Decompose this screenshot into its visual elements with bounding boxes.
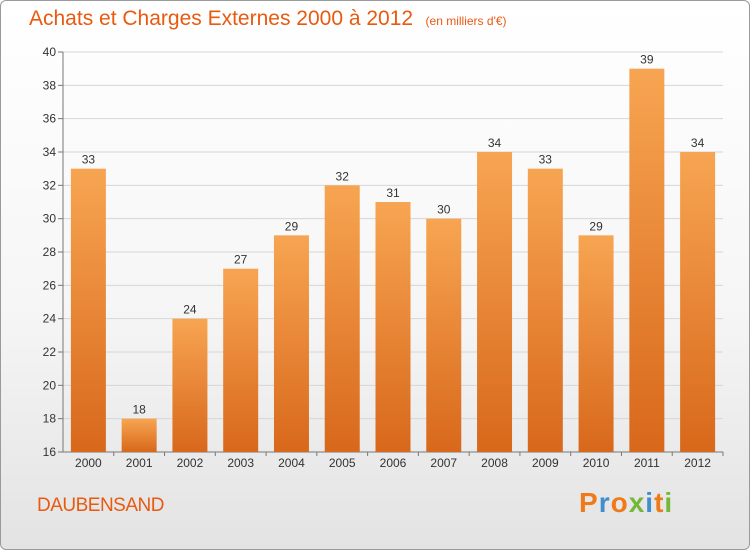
x-tick-label: 2006 xyxy=(380,456,407,470)
brand-letter: x xyxy=(628,487,646,518)
title-block: Achats et Charges Externes 2000 à 2012 (… xyxy=(29,7,507,31)
brand-letter: o xyxy=(610,487,629,518)
bars xyxy=(70,68,716,453)
bar xyxy=(477,152,513,452)
bar xyxy=(172,318,208,452)
y-tick-label: 34 xyxy=(43,145,57,159)
bar xyxy=(426,218,462,452)
data-label: 31 xyxy=(386,186,400,200)
data-label: 34 xyxy=(691,136,705,150)
y-tick-label: 32 xyxy=(43,178,57,192)
data-label: 29 xyxy=(285,219,299,233)
data-label: 27 xyxy=(234,253,248,267)
y-tick-label: 16 xyxy=(43,445,57,459)
bar xyxy=(578,235,614,452)
x-tick-label: 2010 xyxy=(583,456,610,470)
x-tick-label: 2000 xyxy=(75,456,102,470)
x-tick-label: 2003 xyxy=(227,456,254,470)
data-label: 29 xyxy=(589,219,603,233)
brand-letter: P xyxy=(579,487,599,518)
data-label: 33 xyxy=(539,153,553,167)
bar xyxy=(121,418,157,452)
brand-logo: Proxiti xyxy=(579,487,673,519)
bar xyxy=(680,152,716,452)
y-tick-label: 30 xyxy=(43,212,57,226)
y-tick-label: 38 xyxy=(43,78,57,92)
brand-letter: t xyxy=(654,487,665,518)
y-tick-label: 24 xyxy=(43,312,57,326)
y-tick-label: 26 xyxy=(43,278,57,292)
y-tick-label: 18 xyxy=(43,412,57,426)
y-tick-label: 28 xyxy=(43,245,57,259)
y-tick-label: 36 xyxy=(43,112,57,126)
x-tick-label: 2004 xyxy=(278,456,305,470)
bar xyxy=(324,185,360,453)
labels: 16 18 20 22 24 26 28 30 32 34 36 38 40 33 2000 18 2001 24… xyxy=(43,45,712,470)
data-label: 34 xyxy=(488,136,502,150)
bar xyxy=(527,168,563,452)
x-tick-label: 2008 xyxy=(481,456,508,470)
data-label: 24 xyxy=(183,303,197,317)
data-label: 39 xyxy=(640,53,654,67)
bar xyxy=(375,202,411,452)
brand-letter: r xyxy=(598,487,611,518)
x-tick-label: 2009 xyxy=(532,456,559,470)
y-tick-label: 20 xyxy=(43,378,57,392)
bar xyxy=(223,268,259,452)
chart-subtitle: (en milliers d'€) xyxy=(425,14,507,28)
commune-name: DAUBENSAND xyxy=(37,495,164,516)
data-label: 33 xyxy=(82,153,96,167)
bar xyxy=(70,168,106,452)
data-label: 30 xyxy=(437,203,451,217)
brand-letter: i xyxy=(645,487,655,518)
bar xyxy=(629,68,665,453)
data-label: 32 xyxy=(336,169,350,183)
x-tick-label: 2002 xyxy=(177,456,204,470)
data-label: 18 xyxy=(132,403,146,417)
y-tick-label: 22 xyxy=(43,345,57,359)
x-tick-label: 2012 xyxy=(684,456,711,470)
bar xyxy=(273,235,309,452)
x-tick-label: 2011 xyxy=(634,456,660,470)
brand-letter: i xyxy=(664,487,674,518)
x-tick-label: 2005 xyxy=(329,456,356,470)
y-tick-label: 40 xyxy=(43,45,57,59)
x-tick-label: 2007 xyxy=(430,456,457,470)
chart-title: Achats et Charges Externes 2000 à 2012 xyxy=(29,7,414,30)
x-tick-label: 2001 xyxy=(126,456,153,470)
